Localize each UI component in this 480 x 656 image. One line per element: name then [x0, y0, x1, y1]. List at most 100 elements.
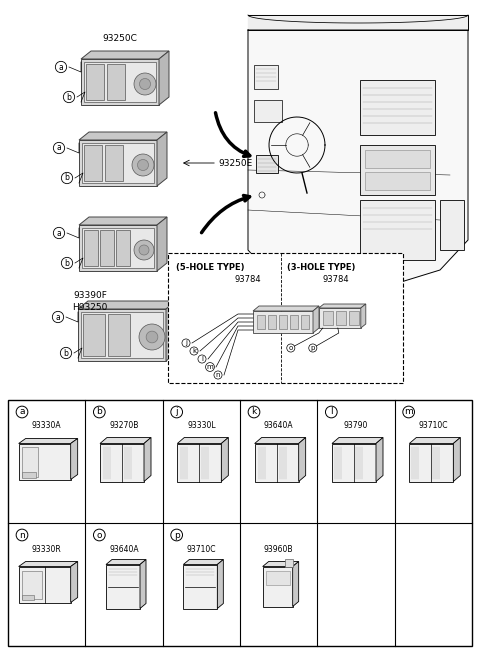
Text: n: n	[216, 372, 220, 378]
Text: j: j	[175, 407, 178, 417]
Polygon shape	[157, 132, 167, 186]
Text: 93960B: 93960B	[264, 544, 293, 554]
Bar	[263, 567, 293, 607]
Bar	[82, 143, 154, 183]
Bar	[106, 565, 140, 609]
Text: p: p	[174, 531, 180, 539]
Bar	[105, 145, 123, 181]
Bar	[81, 59, 159, 105]
Polygon shape	[293, 562, 299, 607]
Text: 93790: 93790	[344, 422, 368, 430]
Polygon shape	[71, 562, 78, 602]
Bar	[360, 145, 435, 195]
Polygon shape	[376, 438, 383, 482]
Polygon shape	[157, 217, 167, 271]
Polygon shape	[221, 438, 228, 482]
Text: 93710C: 93710C	[187, 544, 216, 554]
Bar	[84, 230, 98, 266]
Bar	[84, 145, 102, 181]
Bar	[332, 443, 376, 482]
Text: b: b	[65, 173, 70, 182]
Bar	[365, 150, 430, 168]
Bar	[360, 200, 435, 260]
Text: b: b	[67, 92, 72, 102]
Polygon shape	[78, 301, 176, 309]
Polygon shape	[79, 217, 167, 225]
Text: 93710C: 93710C	[419, 422, 448, 430]
Bar	[254, 100, 282, 122]
Bar	[290, 315, 298, 329]
Bar	[78, 309, 166, 361]
Bar	[86, 64, 104, 100]
Polygon shape	[361, 304, 366, 328]
Bar	[22, 594, 34, 600]
Polygon shape	[19, 562, 78, 567]
Polygon shape	[332, 438, 383, 443]
Bar	[22, 447, 37, 476]
Bar	[301, 315, 309, 329]
Bar	[254, 65, 278, 89]
Polygon shape	[248, 15, 468, 30]
Circle shape	[134, 240, 154, 260]
Polygon shape	[144, 438, 151, 482]
Bar	[107, 64, 125, 100]
Text: m: m	[206, 364, 214, 370]
Circle shape	[134, 73, 156, 95]
Bar	[256, 155, 278, 173]
Text: 93390F: 93390F	[73, 291, 107, 300]
Bar	[285, 558, 293, 567]
Polygon shape	[183, 560, 223, 565]
Bar	[22, 571, 42, 598]
Polygon shape	[217, 560, 223, 609]
Polygon shape	[106, 560, 146, 565]
Polygon shape	[71, 438, 78, 480]
Bar	[108, 314, 130, 356]
Bar	[83, 314, 105, 356]
Bar	[409, 443, 453, 482]
Bar	[336, 311, 346, 325]
Text: p: p	[311, 345, 315, 351]
Text: 93270B: 93270B	[109, 422, 139, 430]
Text: 93640A: 93640A	[264, 422, 293, 430]
Polygon shape	[19, 438, 78, 443]
Bar	[82, 228, 154, 268]
Polygon shape	[255, 438, 306, 443]
Text: a: a	[59, 62, 63, 72]
Bar	[19, 567, 71, 602]
Polygon shape	[81, 51, 169, 59]
Text: n: n	[19, 531, 25, 539]
Bar	[177, 443, 221, 482]
Text: o: o	[96, 531, 102, 539]
Text: H93250: H93250	[72, 304, 108, 312]
Polygon shape	[166, 301, 176, 361]
Circle shape	[140, 79, 151, 89]
Text: (5-HOLE TYPE): (5-HOLE TYPE)	[176, 263, 244, 272]
Polygon shape	[263, 562, 299, 567]
Bar	[323, 311, 333, 325]
Polygon shape	[79, 132, 167, 140]
Text: b: b	[65, 258, 70, 268]
Bar	[319, 308, 361, 328]
Text: m: m	[404, 407, 413, 417]
Bar	[183, 565, 217, 609]
Bar	[19, 443, 71, 480]
Text: l: l	[201, 356, 203, 362]
Polygon shape	[248, 30, 468, 290]
Text: 93250E: 93250E	[218, 159, 252, 167]
Polygon shape	[253, 306, 319, 311]
Bar	[365, 172, 430, 190]
Bar	[8, 400, 472, 646]
Text: l: l	[330, 407, 333, 417]
Text: k: k	[192, 348, 196, 354]
Bar	[257, 315, 265, 329]
Text: 93330A: 93330A	[32, 422, 61, 430]
Text: k: k	[252, 407, 257, 417]
Bar	[79, 225, 157, 271]
Circle shape	[139, 245, 149, 255]
Bar	[349, 311, 359, 325]
Polygon shape	[313, 306, 319, 333]
Polygon shape	[177, 438, 228, 443]
Bar	[279, 315, 287, 329]
Text: b: b	[96, 407, 102, 417]
Circle shape	[139, 324, 165, 350]
